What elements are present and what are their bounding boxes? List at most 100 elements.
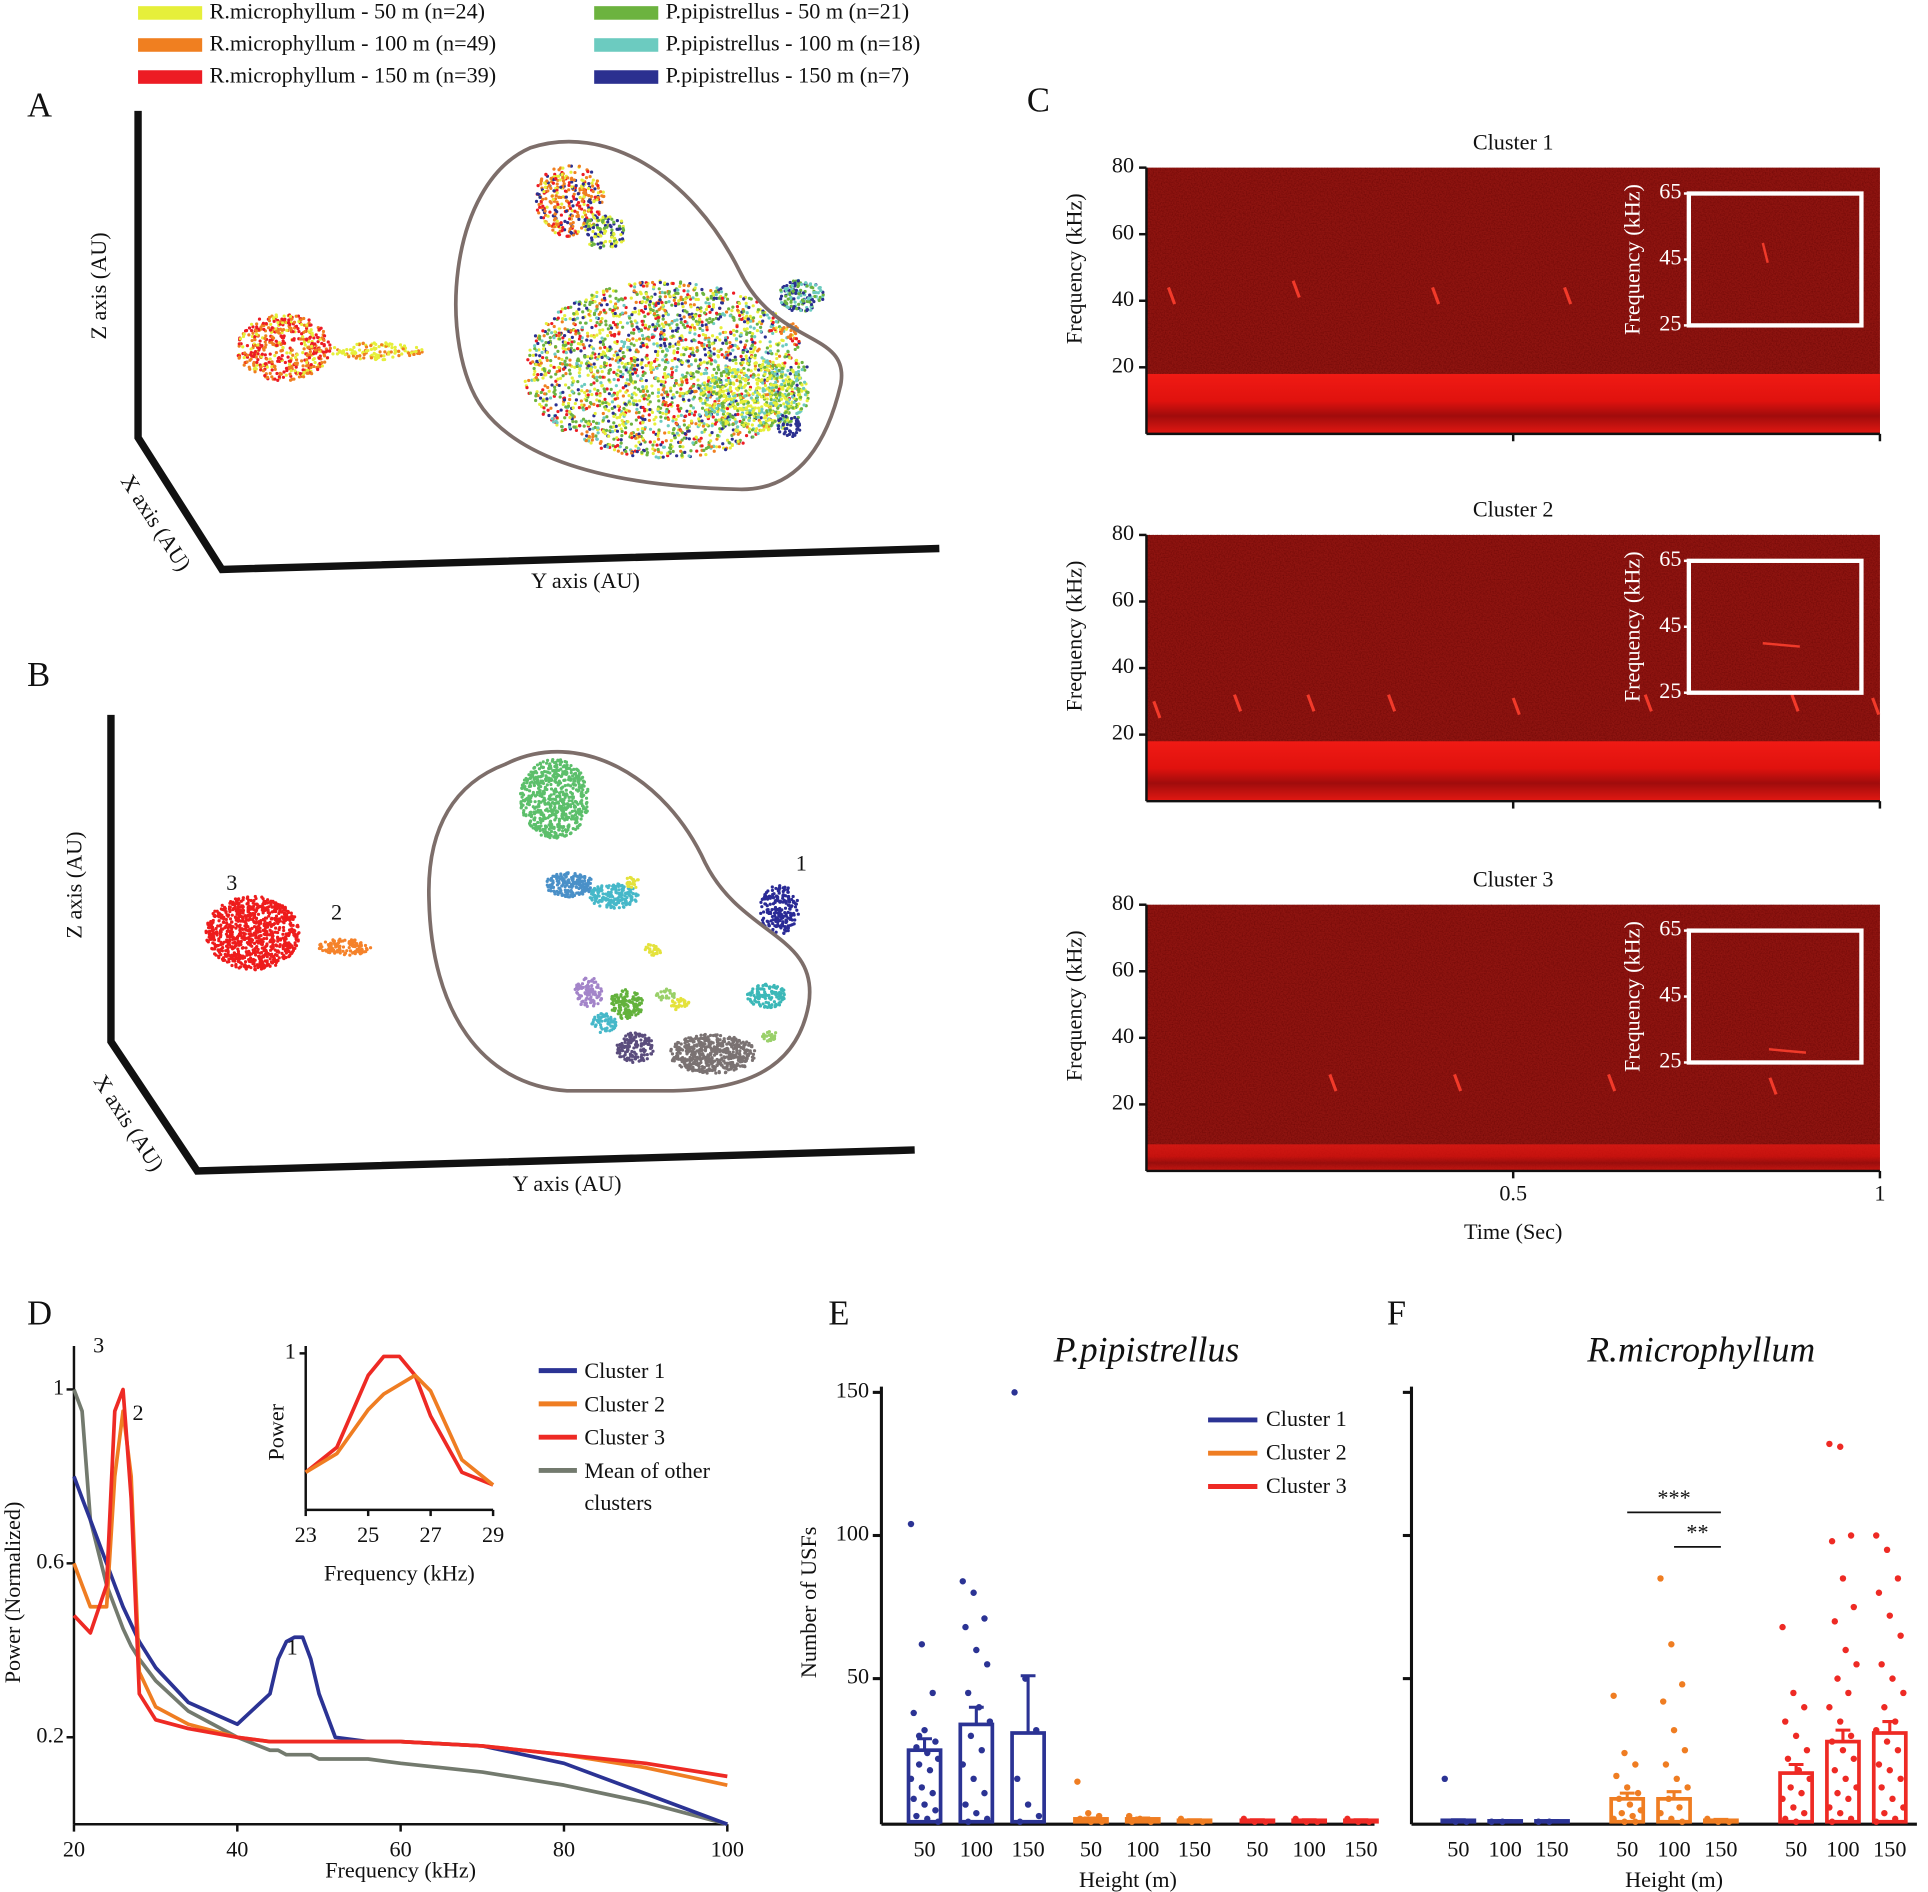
embedding-point — [552, 365, 556, 369]
embedding-point — [575, 210, 580, 215]
embedding-point — [617, 224, 622, 228]
embedding-point — [254, 355, 258, 359]
embedding-point — [642, 394, 646, 398]
embedding-point — [699, 436, 703, 440]
embedding-point — [566, 404, 571, 408]
embedding-point — [774, 380, 778, 384]
embedding-point — [601, 342, 606, 347]
embedding-point — [569, 230, 573, 234]
embedding-point — [797, 365, 801, 369]
embedding-point — [705, 328, 709, 332]
embedding-point — [666, 424, 670, 428]
embedding-point — [543, 384, 547, 388]
embedding-point — [218, 924, 222, 928]
embedding-point — [606, 220, 610, 224]
embedding-point — [541, 216, 546, 220]
embedding-point — [302, 375, 306, 379]
embedding-point — [328, 349, 332, 353]
embedding-point — [781, 379, 785, 383]
embedding-point — [702, 448, 706, 452]
embedding-point — [786, 387, 790, 391]
embedding-point — [581, 343, 585, 347]
embedding-point — [751, 411, 755, 415]
embedding-point — [307, 356, 312, 360]
embedding-point — [541, 204, 545, 208]
embedding-point — [739, 340, 743, 344]
embedding-point — [320, 341, 324, 346]
embedding-point — [585, 406, 589, 411]
embedding-point — [698, 439, 702, 443]
embedding-point — [254, 946, 258, 950]
embedding-point — [668, 402, 673, 407]
embedding-point — [300, 322, 304, 327]
embedding-point — [284, 373, 288, 377]
embedding-point — [727, 417, 732, 422]
embedding-point — [217, 919, 221, 923]
embedding-point — [592, 335, 597, 339]
embedding-point — [645, 389, 650, 393]
embedding-point — [728, 446, 732, 450]
embedding-point — [686, 284, 691, 288]
embedding-point — [791, 368, 795, 372]
embedding-point — [247, 951, 252, 955]
embedding-point — [648, 407, 652, 412]
embedding-point — [805, 365, 809, 369]
embedding-point — [633, 386, 637, 390]
embedding-point — [382, 354, 386, 358]
embedding-point — [595, 398, 599, 402]
embedding-point — [627, 333, 631, 337]
embedding-point — [670, 358, 674, 363]
embedding-point — [796, 279, 800, 283]
embedding-point — [620, 361, 624, 365]
embedding-point — [707, 344, 711, 348]
embedding-point — [710, 431, 714, 435]
embedding-point — [238, 928, 242, 932]
embedding-point — [562, 205, 566, 210]
embedding-point — [660, 440, 665, 444]
embedding-point — [794, 307, 799, 311]
embedding-point — [568, 393, 572, 398]
embedding-point — [704, 368, 708, 372]
embedding-point — [753, 345, 757, 350]
embedding-point — [326, 340, 330, 344]
embedding-point — [553, 344, 558, 349]
embedding-point — [775, 402, 779, 406]
embedding-point — [746, 321, 750, 325]
embedding-point — [272, 319, 276, 323]
embedding-point — [700, 320, 704, 324]
embedding-point — [656, 379, 660, 383]
embedding-point — [599, 440, 603, 444]
embedding-point — [774, 319, 778, 324]
embedding-point — [771, 320, 775, 325]
embedding-point — [768, 371, 772, 375]
embedding-point — [598, 227, 602, 231]
embedding-point — [594, 324, 598, 328]
embedding-point — [749, 350, 753, 354]
embedding-point — [256, 343, 260, 347]
embedding-point — [733, 343, 737, 347]
embedding-point — [566, 221, 570, 225]
embedding-point — [788, 372, 792, 376]
embedding-point — [576, 388, 580, 392]
embedding-point — [595, 437, 599, 441]
embedding-point — [400, 352, 404, 356]
embedding-point — [597, 212, 601, 216]
embedding-point — [316, 335, 320, 340]
embedding-point — [305, 360, 309, 365]
embedding-point — [543, 369, 547, 373]
embedding-point — [526, 358, 530, 362]
embedding-point — [614, 296, 618, 301]
legend-swatch — [594, 70, 659, 84]
embedding-point — [608, 239, 612, 244]
embedding-point — [750, 428, 755, 432]
embedding-point — [553, 385, 557, 389]
embedding-point — [751, 304, 755, 308]
embedding-point — [393, 345, 397, 349]
embedding-point — [688, 328, 692, 332]
embedding-point — [753, 353, 757, 357]
embedding-point — [676, 346, 680, 351]
embedding-point — [420, 348, 424, 352]
embedding-point — [760, 356, 764, 360]
embedding-point — [783, 383, 787, 388]
embedding-point — [287, 365, 291, 369]
